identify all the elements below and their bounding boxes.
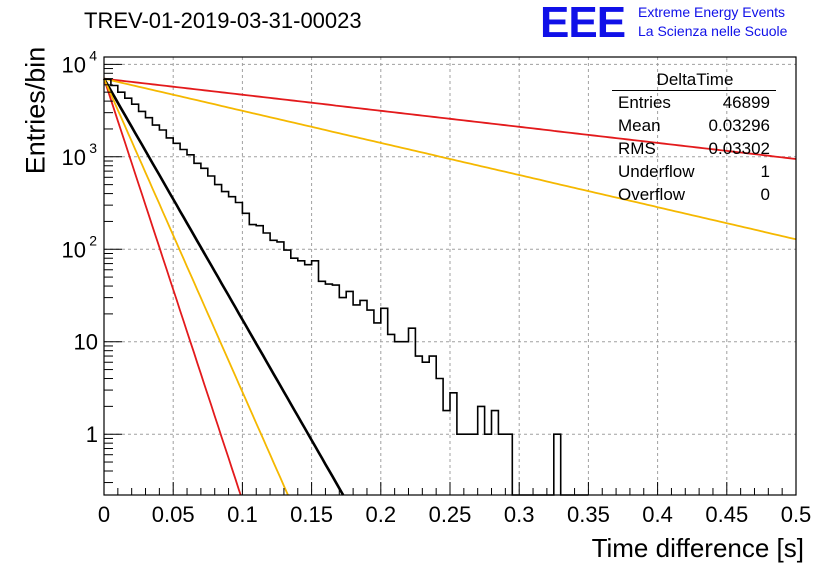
curves-layer xyxy=(102,77,797,496)
y-tick-label: 10 xyxy=(62,145,86,170)
logo-line-1: Extreme Energy Events xyxy=(638,4,786,20)
stats-divider xyxy=(612,90,776,91)
x-tick-label: 0 xyxy=(98,502,110,527)
stats-value: 0 xyxy=(760,185,770,204)
eee-logo: EEE xyxy=(540,0,626,47)
x-tick-label: 0.5 xyxy=(781,502,812,527)
stats-title: DeltaTime xyxy=(656,70,734,89)
fit-curve xyxy=(103,78,242,496)
stats-label: Underflow xyxy=(618,162,695,181)
fit-curve xyxy=(103,77,797,241)
x-tick-label: 0.25 xyxy=(429,502,472,527)
stats-label: Overflow xyxy=(618,185,686,204)
x-tick-label: 0.2 xyxy=(366,502,397,527)
grid-lines xyxy=(104,57,796,495)
stats-value: 0.03302 xyxy=(708,139,770,158)
logo-line-2: La Scienza nelle Scuole xyxy=(638,23,788,39)
fit-curve xyxy=(102,77,345,496)
x-tick-label: 0.15 xyxy=(290,502,333,527)
y-tick-label: 1 xyxy=(86,422,98,447)
stats-label: Entries xyxy=(618,93,671,112)
x-tick-label: 0.1 xyxy=(227,502,258,527)
stats-value: 0.03296 xyxy=(708,116,770,135)
y-axis-label: Entries/bin xyxy=(20,46,51,175)
x-tick-label: 0.05 xyxy=(152,502,195,527)
y-tick-exponent: 2 xyxy=(89,232,97,248)
stats-label: Mean xyxy=(618,116,661,135)
chart-title: TREV-01-2019-03-31-00023 xyxy=(84,8,362,33)
y-tick-label: 10 xyxy=(62,52,86,77)
x-axis-label: Time difference [s] xyxy=(591,533,804,563)
stats-value: 46899 xyxy=(722,93,770,112)
stats-value: 1 xyxy=(760,162,770,181)
histogram-steps xyxy=(104,78,589,496)
fit-curve xyxy=(103,77,797,160)
x-tick-label: 0.35 xyxy=(567,502,610,527)
fit-curve xyxy=(103,78,289,496)
y-tick-label: 10 xyxy=(62,237,86,262)
x-tick-label: 0.3 xyxy=(504,502,535,527)
y-tick-exponent: 4 xyxy=(89,47,97,63)
x-tick-label: 0.45 xyxy=(705,502,748,527)
histogram-layer xyxy=(104,78,589,496)
y-tick-label: 10 xyxy=(74,330,98,355)
stats-label: RMS xyxy=(618,139,656,158)
x-axis: 0 0.05 0.1 0.15 0.2 0.25 0.3 0.35 0.4 0.45 0.5 xyxy=(98,482,811,527)
x-tick-label: 0.4 xyxy=(642,502,673,527)
y-tick-exponent: 3 xyxy=(89,140,97,156)
